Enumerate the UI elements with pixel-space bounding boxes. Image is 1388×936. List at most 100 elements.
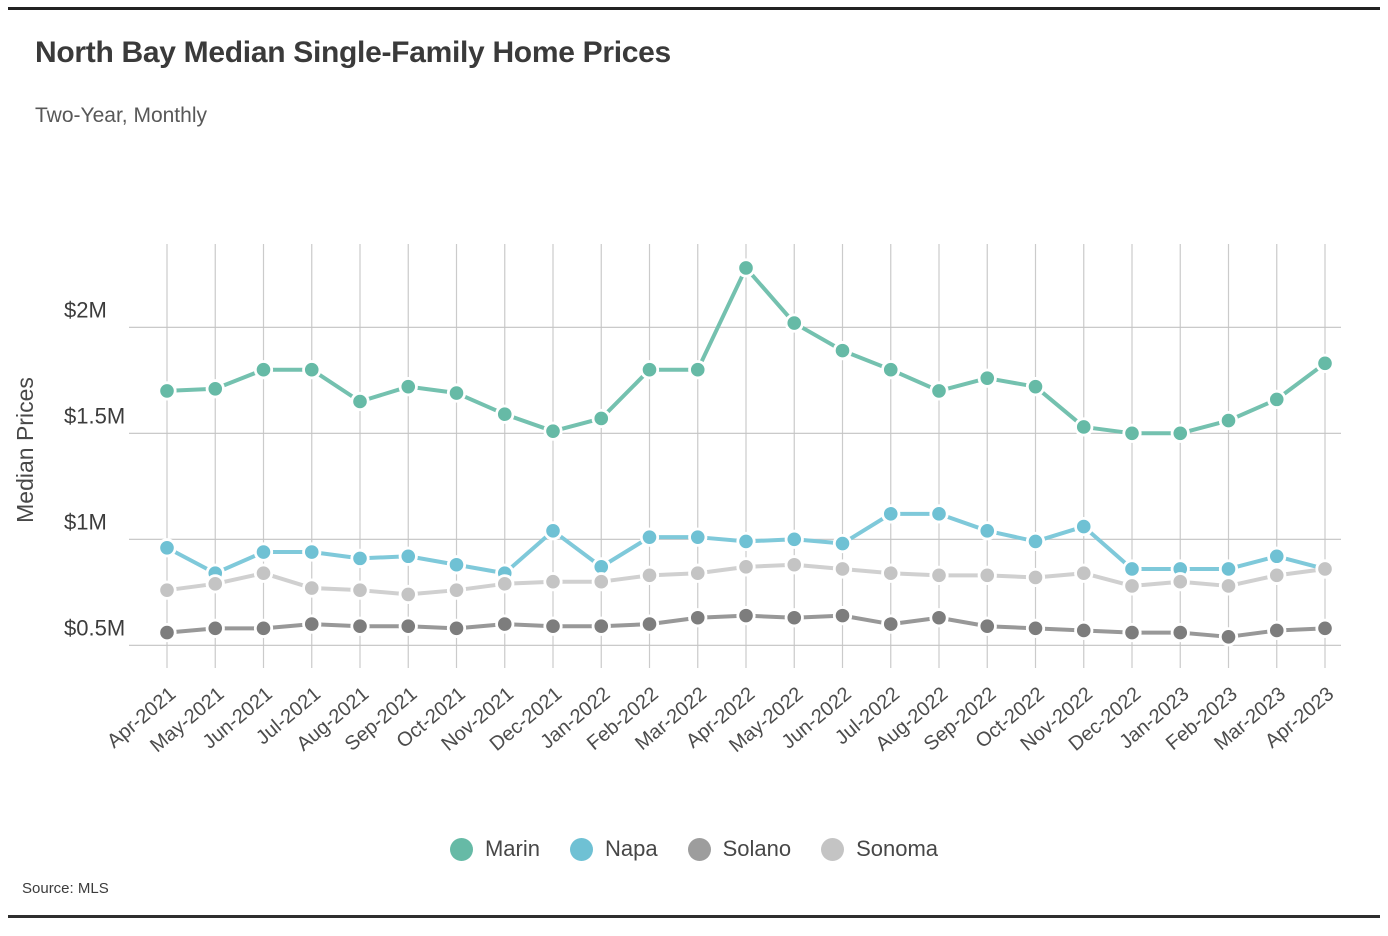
data-point — [688, 527, 708, 547]
y-tick-label: $2M — [64, 297, 107, 322]
chart-title: North Bay Median Single-Family Home Pric… — [35, 36, 671, 69]
data-point — [1025, 531, 1046, 552]
data-point — [881, 563, 901, 583]
data-point — [1025, 377, 1046, 397]
data-point — [1074, 417, 1094, 437]
y-tick-labels: $0.5M $1M $1.5M $2M — [64, 297, 125, 640]
legend-label: Marin — [484, 836, 540, 861]
data-point — [591, 616, 611, 636]
data-point — [1122, 423, 1142, 443]
data-point — [1218, 627, 1239, 647]
chart-subtitle: Two-Year, Monthly — [35, 104, 207, 127]
data-point — [1315, 559, 1335, 579]
data-point — [157, 580, 177, 600]
y-tick-label: $1M — [64, 509, 107, 534]
data-point — [1170, 572, 1190, 592]
y-tick-label: $1.5M — [64, 403, 125, 428]
data-point — [543, 521, 563, 541]
data-point — [639, 527, 660, 547]
data-point — [205, 618, 225, 638]
data-point — [446, 618, 467, 638]
data-point — [1122, 559, 1142, 579]
data-point — [446, 580, 467, 600]
data-point — [736, 531, 756, 552]
data-point — [302, 614, 322, 634]
legend-dot-sonoma — [821, 837, 845, 861]
y-tick-label: $0.5M — [64, 615, 125, 640]
data-point — [1267, 546, 1287, 566]
data-point — [736, 557, 756, 577]
legend-item-napa: Napa — [569, 836, 658, 862]
legend-label: Solano — [722, 836, 792, 861]
data-point — [1170, 622, 1190, 643]
data-point — [1122, 576, 1142, 596]
data-point — [832, 606, 853, 626]
data-point — [977, 521, 997, 541]
data-point — [591, 572, 611, 592]
plot-gridlines — [129, 244, 1341, 668]
data-point — [446, 555, 467, 575]
series-dots-sonoma — [157, 555, 1335, 605]
data-point — [1267, 389, 1287, 409]
data-point — [1315, 353, 1335, 373]
data-point — [639, 360, 660, 380]
data-point — [543, 616, 563, 636]
data-point — [495, 614, 515, 634]
y-axis-title: Median Prices — [12, 377, 38, 523]
legend-dot-napa — [569, 837, 593, 861]
data-point — [495, 574, 515, 594]
data-point — [1218, 559, 1239, 579]
data-point — [736, 258, 756, 278]
data-point — [832, 559, 853, 579]
data-point — [688, 360, 708, 380]
data-point — [881, 360, 901, 380]
series-dots-marin — [157, 258, 1335, 443]
data-point — [157, 381, 177, 401]
legend-item-solano: Solano — [687, 836, 792, 862]
data-point — [1218, 410, 1239, 431]
legend-item-marin: Marin — [449, 836, 540, 862]
data-point — [205, 379, 225, 399]
data-point — [1170, 423, 1190, 443]
data-point — [784, 608, 804, 628]
data-point — [832, 341, 853, 361]
data-point — [398, 616, 418, 636]
data-point — [1218, 576, 1239, 596]
data-point — [784, 555, 804, 575]
data-point — [543, 421, 563, 441]
data-point — [688, 608, 708, 628]
legend: Marin Napa Solano Sonoma — [0, 836, 1388, 862]
data-point — [253, 618, 274, 638]
data-point — [1025, 567, 1046, 588]
data-point — [1315, 618, 1335, 638]
data-point — [688, 563, 708, 583]
data-point — [157, 538, 177, 558]
data-point — [1267, 565, 1287, 585]
series-dots-solano — [157, 606, 1335, 647]
data-point — [1074, 620, 1094, 641]
legend-dot-marin — [449, 837, 473, 861]
data-point — [253, 563, 274, 583]
data-point — [929, 608, 949, 628]
bottom-rule — [8, 915, 1380, 918]
data-point — [495, 404, 515, 424]
data-point — [302, 360, 322, 380]
data-point — [157, 622, 177, 643]
data-point — [398, 546, 418, 566]
data-point — [253, 360, 274, 380]
legend-item-sonoma: Sonoma — [821, 836, 938, 862]
data-point — [543, 572, 563, 592]
data-point — [302, 542, 322, 562]
data-point — [784, 529, 804, 549]
data-point — [1122, 622, 1142, 643]
data-point — [784, 313, 804, 333]
data-point — [446, 383, 467, 403]
top-rule — [8, 7, 1380, 10]
data-point — [350, 548, 370, 568]
data-point — [929, 504, 949, 524]
data-point — [1267, 620, 1287, 641]
data-point — [1074, 563, 1094, 583]
data-point — [350, 580, 370, 600]
